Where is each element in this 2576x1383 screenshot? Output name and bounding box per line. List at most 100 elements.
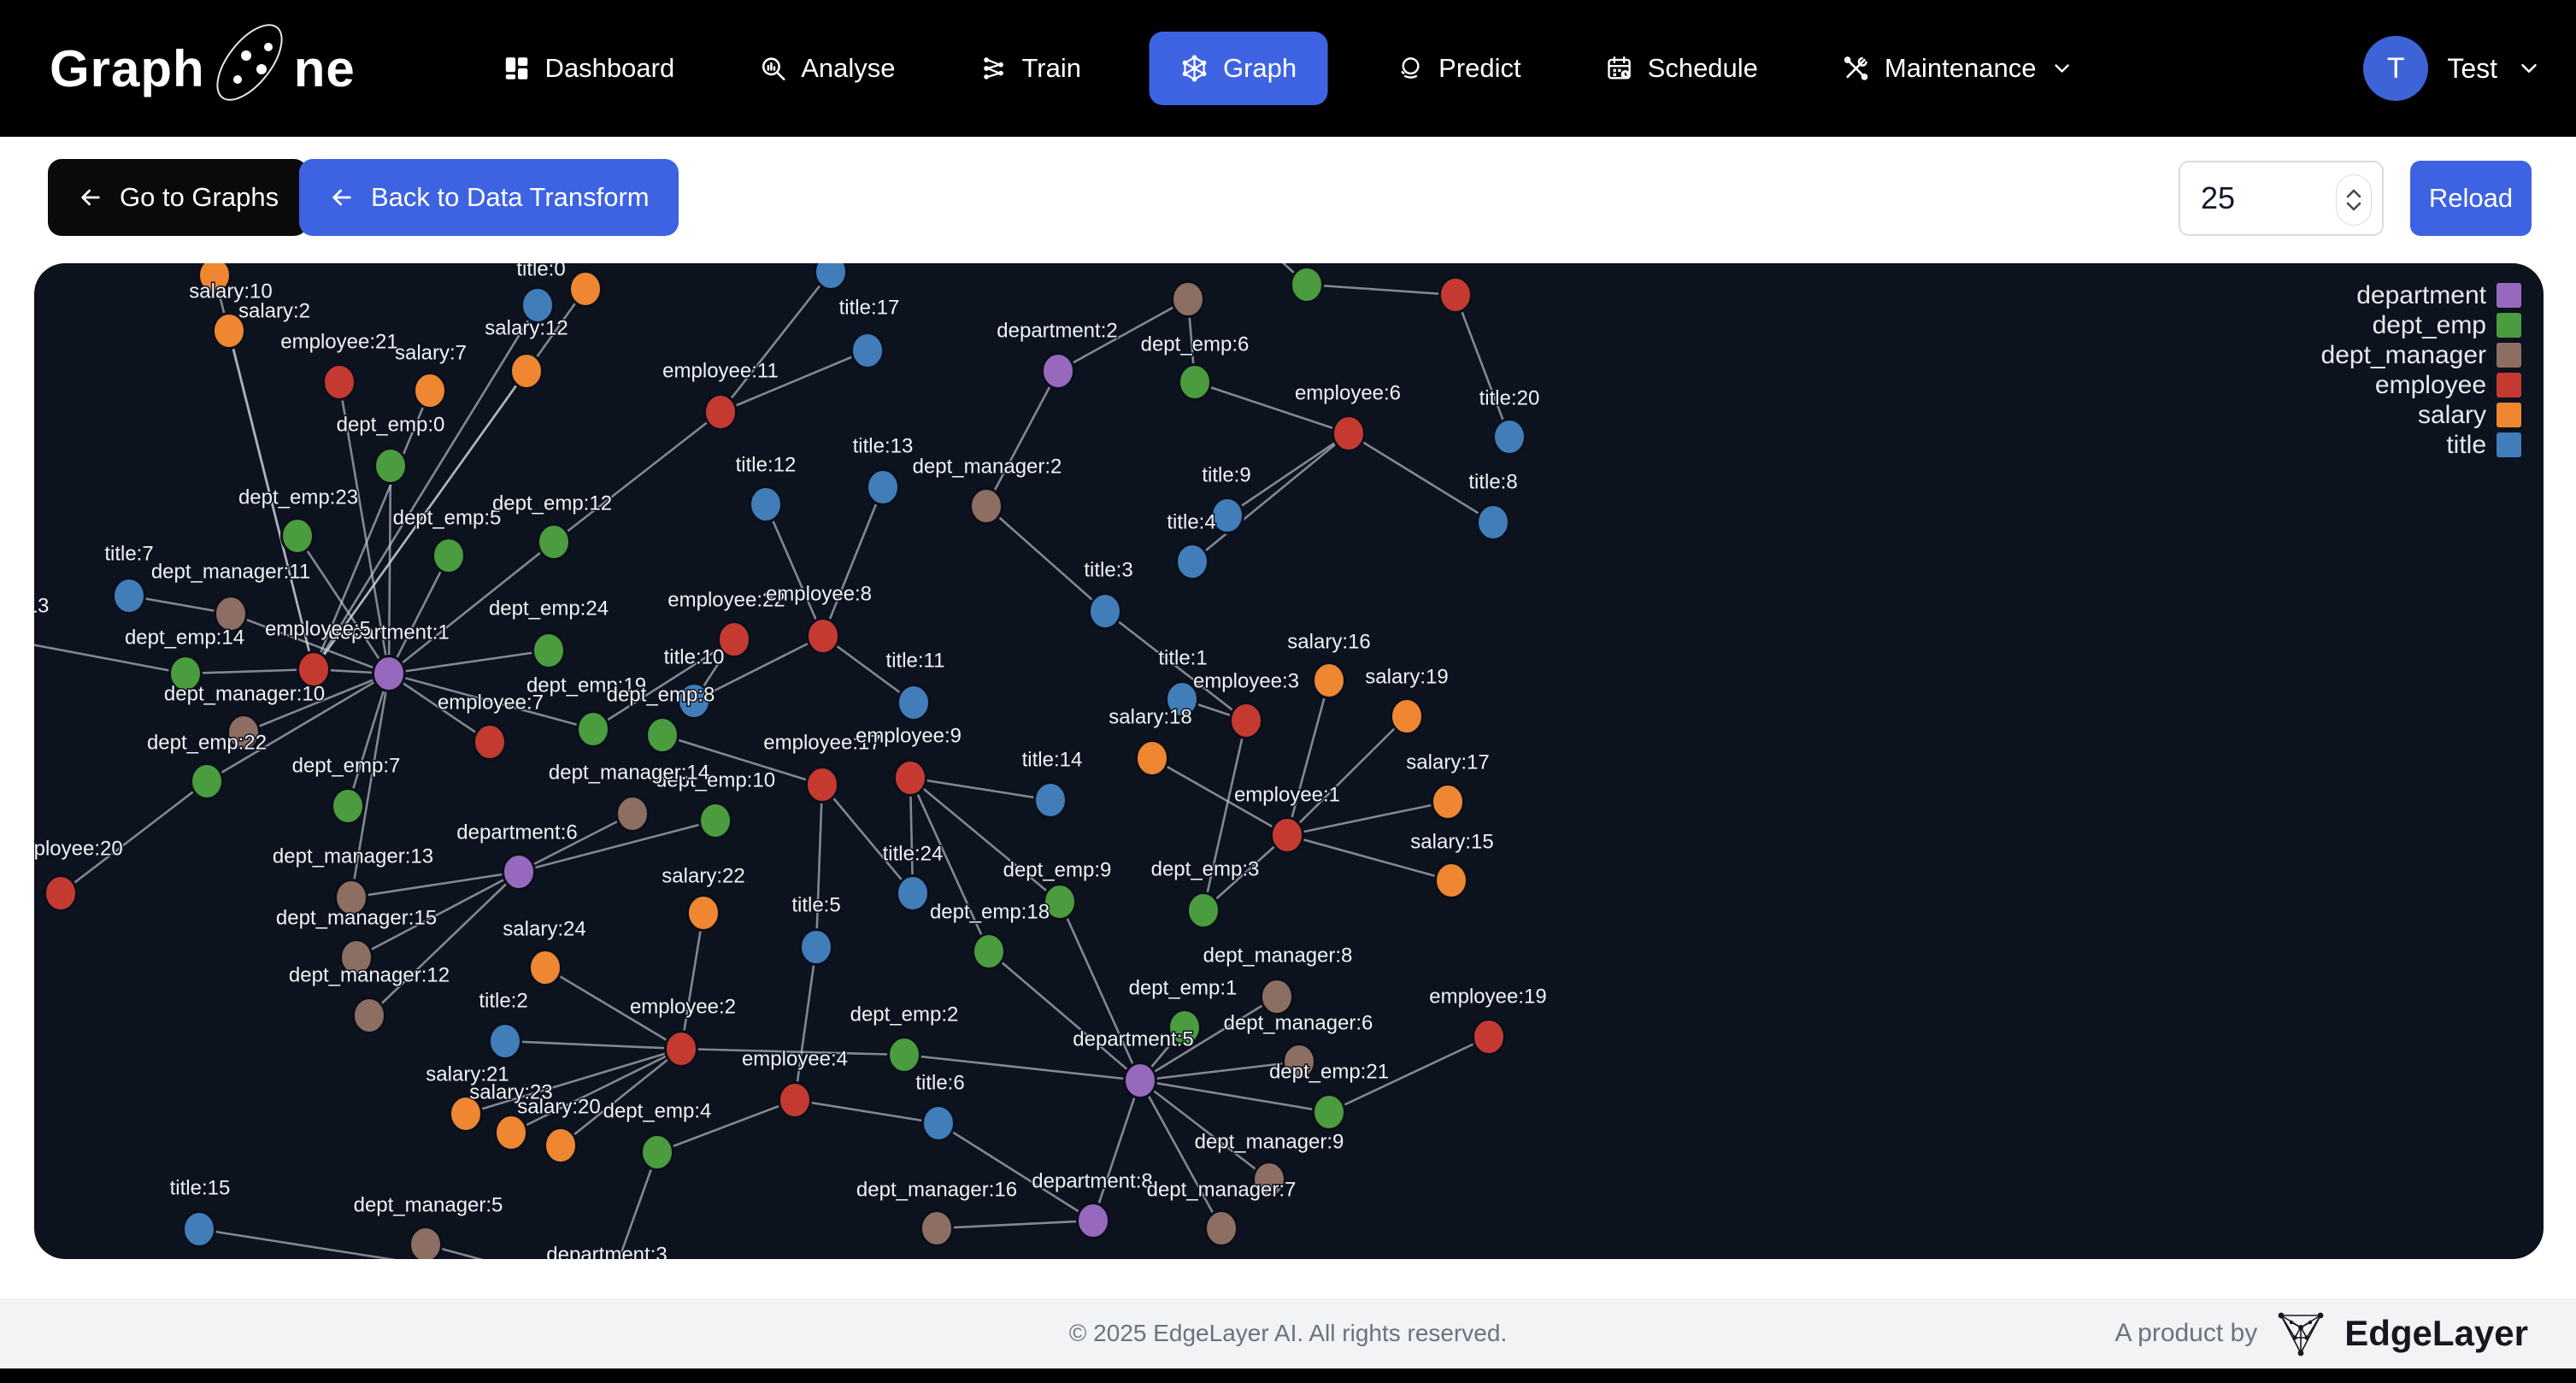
- graph-node-title:20[interactable]: [1492, 418, 1526, 456]
- graph-node-employee:17[interactable]: [805, 766, 839, 803]
- chevron-down-icon[interactable]: [2346, 201, 2361, 211]
- graph-node-title:8[interactable]: [1476, 503, 1510, 541]
- graph-node-salary:7[interactable]: [413, 372, 447, 409]
- graph-node-dept_emp:24[interactable]: [532, 632, 566, 669]
- graph-node-dept_manager:7[interactable]: [1204, 1209, 1238, 1247]
- nav-item-predict[interactable]: Predict: [1380, 32, 1536, 105]
- graph-node-dept_emp:22[interactable]: [190, 762, 224, 800]
- graph-node-salary:19[interactable]: [1390, 697, 1424, 735]
- graph-node-title:1[interactable]: [1165, 680, 1199, 718]
- graph-node-salary-x[interactable]: [568, 270, 603, 308]
- graph-node-employee-x[interactable]: [1438, 276, 1473, 314]
- graph-node-title:17[interactable]: [850, 332, 885, 369]
- graph-node-title:5[interactable]: [799, 928, 833, 966]
- graph-node-salary:22[interactable]: [686, 894, 720, 932]
- graph-node-dept_emp:2[interactable]: [887, 1036, 921, 1074]
- graph-node-salary:21[interactable]: [449, 1095, 483, 1133]
- graph-node-title:0[interactable]: [520, 286, 555, 324]
- graph-node-employee:4[interactable]: [778, 1081, 812, 1119]
- graph-node-dept_emp:8[interactable]: [645, 716, 679, 754]
- avatar[interactable]: T: [2363, 36, 2429, 101]
- graph-node-employee:1[interactable]: [1270, 816, 1304, 854]
- graph-node-salary:18[interactable]: [1135, 739, 1169, 777]
- graph-node-dept_emp:5[interactable]: [432, 537, 466, 574]
- nav-item-train[interactable]: Train: [964, 32, 1097, 105]
- graph-node-dept_emp:0[interactable]: [373, 447, 408, 485]
- user-menu[interactable]: T Test: [2363, 0, 2542, 137]
- graph-node-dept_emp:19[interactable]: [576, 710, 610, 748]
- graph-node-title:12[interactable]: [749, 486, 783, 523]
- node-count-input[interactable]: [2180, 180, 2308, 216]
- nav-item-schedule[interactable]: Schedule: [1590, 32, 1773, 105]
- graph-node-title:24[interactable]: [896, 874, 930, 912]
- graph-node-title:9[interactable]: [1210, 497, 1244, 534]
- graph-node-employee:3[interactable]: [1229, 702, 1263, 739]
- graph-node-salary:24[interactable]: [528, 949, 562, 986]
- graph-node-dept_emp:21[interactable]: [1312, 1093, 1346, 1131]
- graph-node-salary:20[interactable]: [544, 1127, 578, 1164]
- graph-node-salary:12[interactable]: [509, 352, 544, 390]
- graph-node-dept_manager:10[interactable]: [226, 714, 261, 751]
- graph-node-title:14[interactable]: [1033, 781, 1067, 819]
- graph-node-title:2[interactable]: [488, 1022, 522, 1060]
- graph-node-salary:2[interactable]: [212, 312, 246, 350]
- graph-node-department:1[interactable]: [372, 655, 406, 692]
- graph-node-department:8[interactable]: [1076, 1202, 1110, 1239]
- graph-node-dept_manager-x[interactable]: [1171, 280, 1205, 318]
- graph-node-department:6[interactable]: [502, 853, 536, 891]
- graph-node-employee:2[interactable]: [664, 1030, 698, 1068]
- graph-node-salary:15[interactable]: [1434, 862, 1468, 899]
- nav-item-dashboard[interactable]: Dashboard: [487, 32, 691, 105]
- graph-node-dept_manager:8[interactable]: [1260, 978, 1294, 1015]
- graph-node-title:6[interactable]: [921, 1104, 956, 1142]
- graph-node-employee:6[interactable]: [1332, 415, 1366, 452]
- nav-item-graph[interactable]: Graph: [1149, 32, 1328, 105]
- graph-node-salary:23[interactable]: [494, 1114, 528, 1151]
- graph-node-employee:22[interactable]: [717, 621, 751, 658]
- graph-node-title-x[interactable]: [814, 263, 848, 291]
- graph-node-dept_manager:15[interactable]: [339, 939, 373, 976]
- graph-node-dept_manager:11[interactable]: [214, 595, 248, 633]
- graph-canvas[interactable]: department dept_emp dept_manager employee sa…: [34, 263, 2544, 1259]
- graph-node-employee:9[interactable]: [893, 759, 927, 797]
- graph-node-dept_manager:2[interactable]: [969, 487, 1003, 525]
- graph-node-employee:7[interactable]: [473, 723, 507, 761]
- graph-node-dept_manager:12[interactable]: [352, 997, 386, 1034]
- graph-node-dept_emp:7[interactable]: [331, 787, 365, 825]
- graph-node-dept_manager:9[interactable]: [1252, 1161, 1286, 1198]
- graph-node-dept_emp:18[interactable]: [972, 933, 1006, 970]
- graph-node-title:4[interactable]: [1175, 543, 1209, 580]
- go-to-graphs-button[interactable]: Go to Graphs: [48, 159, 309, 236]
- network-graph[interactable]: department:1 department:2 department:6 depa…: [34, 263, 2544, 1259]
- graph-node-employee:8[interactable]: [806, 617, 840, 655]
- graph-node-employee:5[interactable]: [297, 650, 331, 688]
- graph-node-dept_manager:14[interactable]: [615, 795, 650, 833]
- chevron-down-icon[interactable]: [2516, 56, 2542, 81]
- graph-node-dept_emp:9[interactable]: [1043, 883, 1077, 921]
- graph-node-title:15[interactable]: [182, 1210, 216, 1248]
- graph-node-department:5[interactable]: [1123, 1062, 1157, 1099]
- reload-button[interactable]: Reload: [2410, 161, 2532, 236]
- graph-node-department:2[interactable]: [1041, 352, 1075, 390]
- graph-node-employee:19[interactable]: [1472, 1018, 1506, 1056]
- graph-node-title:13[interactable]: [866, 468, 900, 506]
- back-to-data-transform-button[interactable]: Back to Data Transform: [299, 159, 679, 236]
- graph-node-dept_emp:1[interactable]: [1167, 1009, 1202, 1046]
- graph-node-salary:16[interactable]: [1312, 662, 1346, 699]
- graph-node-dept_emp:10[interactable]: [698, 802, 732, 839]
- nav-item-analyse[interactable]: Analyse: [743, 32, 910, 105]
- graph-node-employee:20[interactable]: [44, 874, 78, 912]
- graph-node-title:10[interactable]: [677, 682, 711, 720]
- graph-node-dept_emp:23[interactable]: [280, 517, 315, 555]
- number-stepper[interactable]: [2336, 174, 2372, 226]
- graph-node-dept_emp:6[interactable]: [1178, 363, 1212, 401]
- graph-node-employee:11[interactable]: [703, 393, 738, 431]
- graph-node-dept_emp:4[interactable]: [640, 1133, 674, 1171]
- graph-node-dept_manager:13[interactable]: [334, 879, 368, 916]
- graph-node-title:11[interactable]: [897, 684, 931, 721]
- graph-node-dept_emp:3[interactable]: [1186, 892, 1220, 929]
- chevron-up-icon[interactable]: [2346, 189, 2361, 199]
- graph-node-dept_manager:16[interactable]: [920, 1209, 954, 1247]
- graph-node-salary:17[interactable]: [1431, 783, 1465, 821]
- graph-node-title:3[interactable]: [1088, 592, 1122, 630]
